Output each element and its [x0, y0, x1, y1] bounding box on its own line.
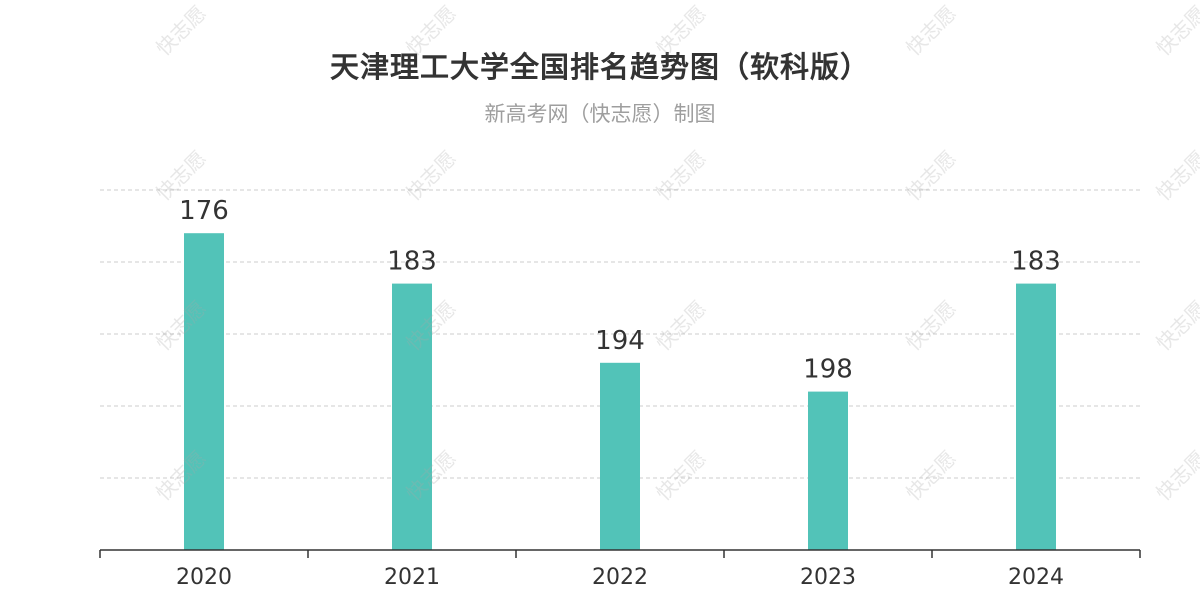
x-tick-label-2022: 2022	[592, 565, 648, 590]
data-label-2024: 183	[1011, 247, 1061, 277]
data-label-2023: 198	[803, 355, 853, 385]
chart-subtitle: 新高考网（快志愿）制图	[484, 102, 716, 126]
bar-2024	[1016, 283, 1056, 550]
bar-2023	[808, 391, 848, 550]
chart-title: 天津理工大学全国排名趋势图（软科版）	[329, 50, 870, 84]
bar-2021	[392, 283, 432, 550]
data-label-2022: 194	[595, 326, 645, 356]
bar-2020	[184, 233, 224, 550]
x-tick-label-2020: 2020	[176, 565, 232, 590]
x-tick-label-2024: 2024	[1008, 565, 1064, 590]
data-label-2020: 176	[179, 196, 229, 226]
x-tick-label-2023: 2023	[800, 565, 856, 590]
x-tick-label-2021: 2021	[384, 565, 440, 590]
bar-2022	[600, 362, 640, 550]
data-label-2021: 183	[387, 247, 437, 277]
